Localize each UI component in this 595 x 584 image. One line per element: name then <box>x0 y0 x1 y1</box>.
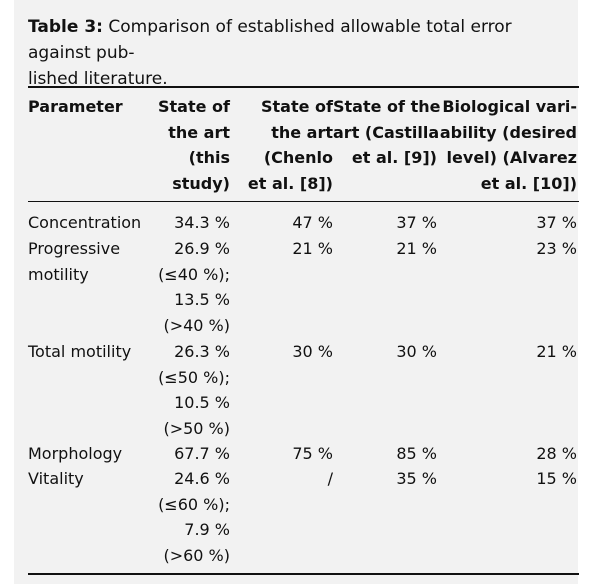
cell-parameter: Morphology <box>28 444 123 463</box>
table-bottom-rule <box>28 573 579 575</box>
cell-this-study: 34.3 % <box>174 213 230 232</box>
cell-parameter: motility <box>28 264 89 284</box>
cell-this-study: 26.9 % <box>174 239 230 258</box>
header-castilla: State of the <box>333 97 441 116</box>
header-this-study: study) <box>172 174 230 194</box>
caption-text-line2: lished literature. <box>28 69 168 89</box>
cell-this-study: 10.5 % <box>174 393 230 413</box>
cell-castilla: 30 % <box>396 342 437 361</box>
cell-alvarez: 37 % <box>536 213 577 232</box>
page-background <box>14 0 578 584</box>
header-castilla: art (Castilla <box>333 122 440 142</box>
cell-parameter: Concentration <box>28 213 142 232</box>
cell-castilla: 35 % <box>396 469 437 488</box>
cell-this-study: 7.9 % <box>184 520 230 540</box>
header-alvarez: et al. [10]) <box>480 174 577 194</box>
cell-this-study: 13.5 % <box>174 290 230 310</box>
cell-alvarez: 23 % <box>536 239 577 258</box>
header-alvarez: level) (Alvarez <box>446 148 577 168</box>
table-header-rule <box>28 201 579 202</box>
cell-this-study: (≤40 %); <box>158 264 230 284</box>
cell-this-study: (>40 %) <box>163 316 230 336</box>
cell-castilla: 21 % <box>396 239 437 258</box>
header-castilla: et al. [9]) <box>351 148 437 168</box>
cell-this-study: 26.3 % <box>174 342 230 361</box>
cell-this-study: (>50 %) <box>163 419 230 439</box>
cell-alvarez: 15 % <box>536 469 577 488</box>
table-top-rule <box>28 86 579 88</box>
cell-chenlo: / <box>327 469 333 488</box>
cell-chenlo: 30 % <box>292 342 333 361</box>
caption-text-line1: Comparison of established allowable tota… <box>28 17 512 63</box>
cell-this-study: (≤60 %); <box>158 494 230 514</box>
table-caption: Table 3: Comparison of established allow… <box>28 14 548 92</box>
cell-this-study: 67.7 % <box>174 444 230 463</box>
cell-castilla: 85 % <box>396 444 437 463</box>
header-alvarez: Biological vari- <box>442 97 577 116</box>
header-chenlo: State of <box>261 97 333 116</box>
cell-this-study: 24.6 % <box>174 469 230 488</box>
cell-parameter: Vitality <box>28 469 84 488</box>
cell-this-study: (>60 %) <box>163 546 230 566</box>
header-alvarez: ability (desired <box>439 122 577 142</box>
header-this-study: State of <box>158 97 230 116</box>
cell-parameter: Total motility <box>28 342 132 361</box>
cell-alvarez: 21 % <box>536 342 577 361</box>
cell-castilla: 37 % <box>396 213 437 232</box>
cell-chenlo: 47 % <box>292 213 333 232</box>
cell-parameter: Progressive <box>28 239 121 258</box>
header-chenlo: the art <box>271 122 333 142</box>
header-chenlo: et al. [8]) <box>247 174 333 194</box>
header-parameter: Parameter <box>28 97 123 116</box>
header-chenlo: (Chenlo <box>263 148 333 168</box>
caption-label: Table 3: <box>28 17 103 37</box>
header-this-study: (this <box>188 148 230 168</box>
cell-alvarez: 28 % <box>536 444 577 463</box>
header-this-study: the art <box>168 122 230 142</box>
cell-this-study: (≤50 %); <box>158 367 230 387</box>
cell-chenlo: 21 % <box>292 239 333 258</box>
cell-chenlo: 75 % <box>292 444 333 463</box>
